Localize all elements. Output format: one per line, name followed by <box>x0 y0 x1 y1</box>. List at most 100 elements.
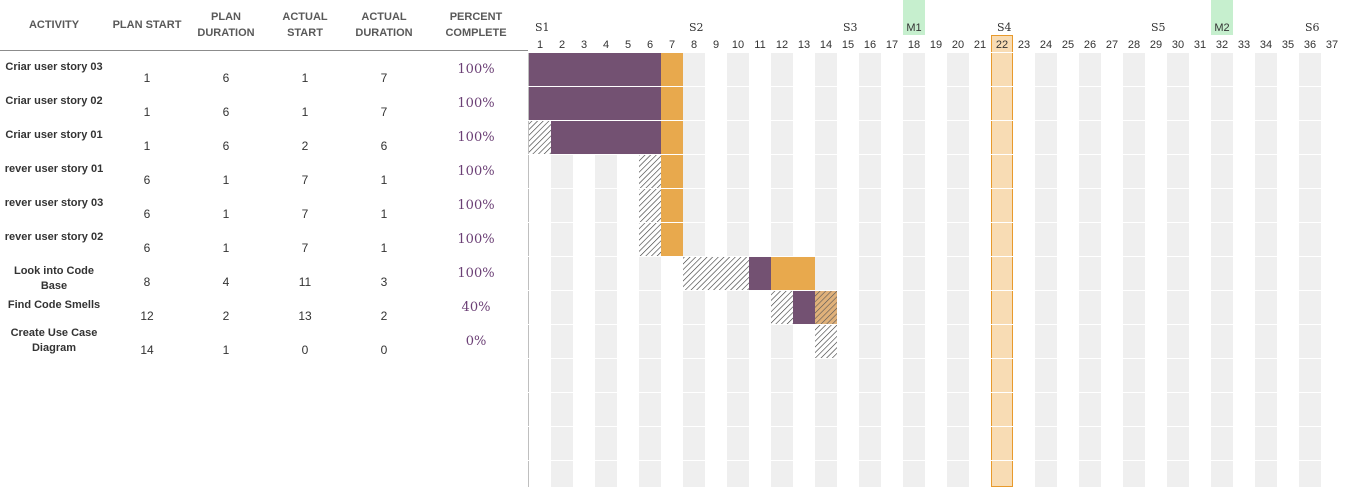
activity-bars <box>529 53 837 358</box>
activity-name: Criar user story 01 <box>0 128 108 143</box>
percent-complete-value: 100% <box>457 232 495 247</box>
period-tick-label: 21 <box>974 39 986 51</box>
plan-start-value: 8 <box>143 275 151 289</box>
period-tick-label: 6 <box>647 39 653 51</box>
activity-name-line: Criar user story 02 <box>5 95 103 107</box>
percent-complete-value: 100% <box>457 266 495 281</box>
period-tick-label: 26 <box>1084 39 1096 51</box>
period-tick-label: 7 <box>669 39 675 51</box>
period-tick-label: 36 <box>1304 39 1316 51</box>
activity-name-line: Criar user story 03 <box>5 61 103 73</box>
actual-bar <box>749 257 771 290</box>
actual-start-value: 2 <box>301 139 309 153</box>
sprint-label: S1 <box>535 21 550 34</box>
activity-name-line: Diagram <box>31 342 77 354</box>
period-tick-label: 1 <box>537 39 543 51</box>
period-stripe <box>1255 52 1277 487</box>
header-plan-duration: PLAN DURATION <box>190 0 262 50</box>
header-plan-duration-line2: DURATION <box>197 27 255 39</box>
period-tick-label: 30 <box>1172 39 1184 51</box>
period-tick-label: 16 <box>864 39 876 51</box>
table-row: rever user story 03 6 1 7 1 100% <box>0 188 528 222</box>
period-stripe <box>947 52 969 487</box>
period-stripe <box>859 52 881 487</box>
period-tick-label: 11 <box>754 39 765 51</box>
plan-duration-value: 6 <box>222 71 230 85</box>
overrun-bar <box>661 189 683 222</box>
period-stripe <box>1035 52 1057 487</box>
table-header: ACTIVITY PLAN START PLAN DURATION ACTUAL… <box>0 0 528 52</box>
overrun-bar <box>661 53 683 86</box>
header-plan-start: PLAN START <box>112 19 182 31</box>
activity-name-line: rever user story 01 <box>4 163 104 175</box>
period-tick-label: 3 <box>581 39 587 51</box>
period-stripe <box>1299 52 1321 487</box>
sprint-label: S4 <box>997 21 1012 34</box>
header-plan-duration-line1: PLAN <box>211 11 241 23</box>
actual-start-value: 0 <box>301 343 309 357</box>
overrun-bar <box>661 121 683 154</box>
plan-duration-value: 1 <box>222 173 230 187</box>
period-tick-label: 19 <box>930 39 942 51</box>
milestone-label: M2 <box>1214 22 1229 34</box>
activity-name: Criar user story 03 <box>0 60 108 75</box>
plan-duration-value: 6 <box>222 105 230 119</box>
plan-start-value: 1 <box>143 71 151 85</box>
actual-start-value: 13 <box>298 309 312 323</box>
actual-bar <box>793 291 815 324</box>
activity-name-line: Look into Code Base <box>13 265 95 292</box>
period-tick-label: 25 <box>1062 39 1074 51</box>
period-stripe <box>1079 52 1101 487</box>
period-tick-label: 15 <box>842 39 854 51</box>
period-stripe <box>903 52 925 487</box>
period-stripe <box>1211 52 1233 487</box>
period-tick-label: 2 <box>559 39 565 51</box>
activity-name-line: rever user story 02 <box>4 231 104 243</box>
percent-complete-value: 100% <box>457 164 495 179</box>
actual-duration-value: 0 <box>380 343 388 357</box>
activity-name: Create Use Case Diagram <box>0 326 108 356</box>
period-tick-label: 4 <box>603 39 609 51</box>
activity-name-line: Create Use Case <box>10 327 98 339</box>
planned-bar <box>529 121 551 154</box>
activity-name: rever user story 03 <box>0 196 108 211</box>
overrun-bar <box>771 257 815 290</box>
table-row: Criar user story 03 1 6 1 7 100% <box>0 52 528 86</box>
period-tick-label: 5 <box>625 39 631 51</box>
period-stripe <box>1167 52 1189 487</box>
period-tick-label: 22 <box>996 39 1008 51</box>
plan-start-value: 1 <box>143 105 151 119</box>
period-tick-label: 13 <box>798 39 810 51</box>
actual-start-value: 1 <box>301 71 309 85</box>
period-tick-label: 24 <box>1040 39 1052 51</box>
table-row: rever user story 01 6 1 7 1 100% <box>0 154 528 188</box>
overrun-bar <box>661 87 683 120</box>
period-tick-label: 8 <box>691 39 697 51</box>
sprint-label: S6 <box>1305 21 1320 34</box>
period-stripe <box>1123 52 1145 487</box>
plan-duration-value: 1 <box>222 207 230 221</box>
plan-start-value: 6 <box>143 207 151 221</box>
activity-name: Criar user story 02 <box>0 94 108 109</box>
header-actual-duration-line1: ACTUAL <box>361 11 407 23</box>
period-tick-label: 32 <box>1216 39 1228 51</box>
sprint-label: S2 <box>689 21 704 34</box>
percent-complete-value: 100% <box>457 62 495 77</box>
planned-bar <box>815 325 837 358</box>
plan-start-value: 1 <box>143 139 151 153</box>
period-tick-label: 12 <box>776 39 788 51</box>
current-period-highlight <box>991 35 1013 487</box>
actual-start-value: 1 <box>301 105 309 119</box>
sprint-label: S3 <box>843 21 858 34</box>
table-row: Criar user story 02 1 6 1 7 100% <box>0 86 528 120</box>
table-row: Look into Code Base 8 4 11 3 100% <box>0 256 528 292</box>
activity-name: rever user story 01 <box>0 162 108 177</box>
highlight-column <box>991 35 1013 487</box>
actual-bar <box>529 87 661 120</box>
percent-complete-value: 40% <box>461 300 491 315</box>
activity-name: Find Code Smells <box>0 298 108 313</box>
plan-duration-value: 2 <box>222 309 230 323</box>
actual-bar <box>551 121 661 154</box>
